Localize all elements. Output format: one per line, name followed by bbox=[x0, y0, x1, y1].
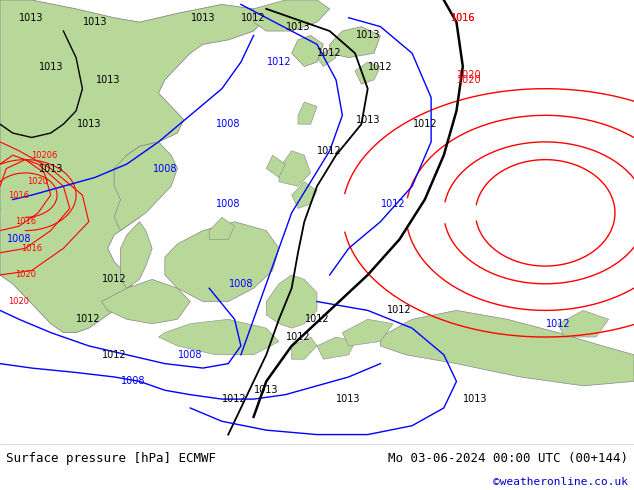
Polygon shape bbox=[292, 35, 323, 67]
Text: 1020: 1020 bbox=[457, 71, 481, 80]
Text: 1013: 1013 bbox=[96, 75, 120, 85]
Polygon shape bbox=[254, 0, 330, 31]
Text: 1020: 1020 bbox=[27, 177, 49, 186]
Polygon shape bbox=[266, 155, 285, 177]
Text: 1013: 1013 bbox=[286, 22, 310, 32]
Text: 1008: 1008 bbox=[216, 119, 240, 129]
Text: 1020: 1020 bbox=[8, 297, 30, 306]
Text: 1016: 1016 bbox=[451, 13, 475, 23]
Text: 1020: 1020 bbox=[457, 75, 481, 85]
Polygon shape bbox=[558, 311, 609, 337]
Text: 1013: 1013 bbox=[463, 394, 488, 404]
Text: 1013: 1013 bbox=[77, 119, 101, 129]
Text: 1008: 1008 bbox=[153, 164, 177, 173]
Text: Mo 03-06-2024 00:00 UTC (00+144): Mo 03-06-2024 00:00 UTC (00+144) bbox=[387, 452, 628, 465]
Text: 10206: 10206 bbox=[31, 151, 58, 160]
Text: 1013: 1013 bbox=[83, 17, 107, 27]
Polygon shape bbox=[209, 217, 235, 240]
Text: ©weatheronline.co.uk: ©weatheronline.co.uk bbox=[493, 477, 628, 487]
Text: 1012: 1012 bbox=[223, 394, 247, 404]
Polygon shape bbox=[355, 62, 380, 84]
Text: 1012: 1012 bbox=[318, 48, 342, 58]
Text: 1012: 1012 bbox=[546, 318, 570, 329]
Text: 1012: 1012 bbox=[102, 350, 126, 360]
Polygon shape bbox=[380, 311, 634, 386]
Text: 1008: 1008 bbox=[178, 350, 202, 360]
Polygon shape bbox=[165, 221, 279, 301]
Polygon shape bbox=[330, 26, 380, 58]
Text: 1013: 1013 bbox=[337, 394, 361, 404]
Text: Surface pressure [hPa] ECMWF: Surface pressure [hPa] ECMWF bbox=[6, 452, 216, 465]
Polygon shape bbox=[342, 319, 393, 346]
Polygon shape bbox=[158, 319, 279, 355]
Text: 1016: 1016 bbox=[21, 244, 42, 253]
Text: 1008: 1008 bbox=[7, 234, 31, 245]
Text: 1012: 1012 bbox=[305, 314, 329, 324]
Text: 1012: 1012 bbox=[318, 146, 342, 156]
Text: 1012: 1012 bbox=[387, 305, 411, 316]
Text: 1016: 1016 bbox=[8, 191, 30, 199]
Text: 1013: 1013 bbox=[39, 62, 63, 72]
Text: 1012: 1012 bbox=[102, 274, 126, 284]
Text: 1008: 1008 bbox=[216, 199, 240, 209]
Text: 1008: 1008 bbox=[229, 279, 253, 289]
Polygon shape bbox=[120, 221, 152, 288]
Text: 1013: 1013 bbox=[356, 115, 380, 125]
Text: 1012: 1012 bbox=[242, 13, 266, 23]
Text: 1013: 1013 bbox=[191, 13, 215, 23]
Text: 1013: 1013 bbox=[356, 30, 380, 41]
Polygon shape bbox=[292, 337, 317, 359]
Text: 1012: 1012 bbox=[381, 199, 405, 209]
Text: 1012: 1012 bbox=[413, 119, 437, 129]
Text: 1016: 1016 bbox=[15, 217, 36, 226]
Text: 1012: 1012 bbox=[286, 332, 310, 342]
Polygon shape bbox=[279, 151, 311, 186]
Text: 1013: 1013 bbox=[39, 164, 63, 173]
Polygon shape bbox=[266, 275, 317, 328]
Text: 1012: 1012 bbox=[77, 314, 101, 324]
Polygon shape bbox=[317, 337, 355, 359]
Polygon shape bbox=[114, 142, 178, 231]
Polygon shape bbox=[317, 49, 336, 67]
Text: 1020: 1020 bbox=[15, 270, 36, 279]
Text: 1013: 1013 bbox=[254, 385, 278, 395]
Polygon shape bbox=[298, 102, 317, 124]
Text: 1016: 1016 bbox=[451, 13, 475, 23]
Text: 1008: 1008 bbox=[121, 376, 145, 387]
Polygon shape bbox=[292, 182, 317, 208]
Text: 1013: 1013 bbox=[20, 13, 44, 23]
Text: 1012: 1012 bbox=[267, 57, 291, 67]
Text: 1012: 1012 bbox=[368, 62, 392, 72]
Polygon shape bbox=[0, 0, 266, 333]
Polygon shape bbox=[101, 279, 190, 324]
